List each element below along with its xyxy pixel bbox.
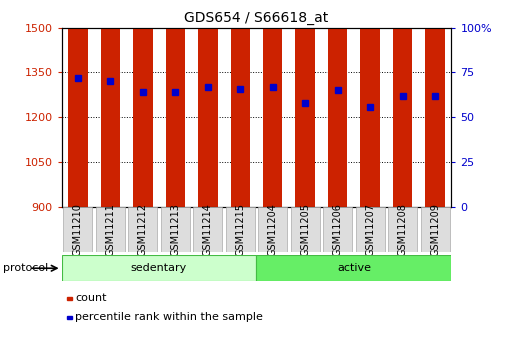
Bar	[68, 0, 88, 207]
FancyBboxPatch shape	[258, 207, 287, 252]
FancyBboxPatch shape	[388, 207, 417, 252]
Text: GSM11205: GSM11205	[300, 203, 310, 256]
Text: percentile rank within the sample: percentile rank within the sample	[75, 313, 263, 322]
Bar	[198, 0, 218, 207]
Bar	[295, 0, 315, 207]
FancyBboxPatch shape	[62, 255, 256, 281]
FancyBboxPatch shape	[226, 207, 255, 252]
Title: GDS654 / S66618_at: GDS654 / S66618_at	[184, 11, 329, 25]
Text: GSM11213: GSM11213	[170, 203, 180, 256]
Text: GSM11215: GSM11215	[235, 203, 245, 256]
Text: GSM11212: GSM11212	[138, 203, 148, 256]
Text: sedentary: sedentary	[131, 263, 187, 273]
Bar	[393, 0, 412, 207]
FancyBboxPatch shape	[421, 207, 450, 252]
Text: GSM11210: GSM11210	[73, 203, 83, 256]
Bar	[133, 0, 152, 207]
FancyBboxPatch shape	[256, 255, 451, 281]
FancyBboxPatch shape	[323, 207, 352, 252]
FancyBboxPatch shape	[290, 207, 320, 252]
Text: protocol: protocol	[3, 263, 48, 273]
Text: GSM11214: GSM11214	[203, 203, 213, 256]
FancyBboxPatch shape	[63, 207, 92, 252]
Text: count: count	[75, 294, 106, 303]
Bar	[425, 0, 445, 207]
Text: GSM11204: GSM11204	[268, 203, 278, 256]
Text: active: active	[337, 263, 371, 273]
FancyBboxPatch shape	[356, 207, 385, 252]
FancyBboxPatch shape	[161, 207, 190, 252]
Bar	[166, 0, 185, 207]
Text: GSM11209: GSM11209	[430, 203, 440, 256]
Bar	[328, 0, 347, 207]
Bar	[230, 0, 250, 207]
Bar	[263, 0, 283, 207]
Text: GSM11211: GSM11211	[105, 203, 115, 256]
Text: GSM11207: GSM11207	[365, 203, 375, 256]
FancyBboxPatch shape	[193, 207, 222, 252]
Text: GSM11208: GSM11208	[398, 203, 408, 256]
FancyBboxPatch shape	[95, 207, 125, 252]
FancyBboxPatch shape	[128, 207, 157, 252]
Bar	[361, 0, 380, 207]
Bar	[101, 0, 120, 207]
Text: GSM11206: GSM11206	[333, 203, 343, 256]
